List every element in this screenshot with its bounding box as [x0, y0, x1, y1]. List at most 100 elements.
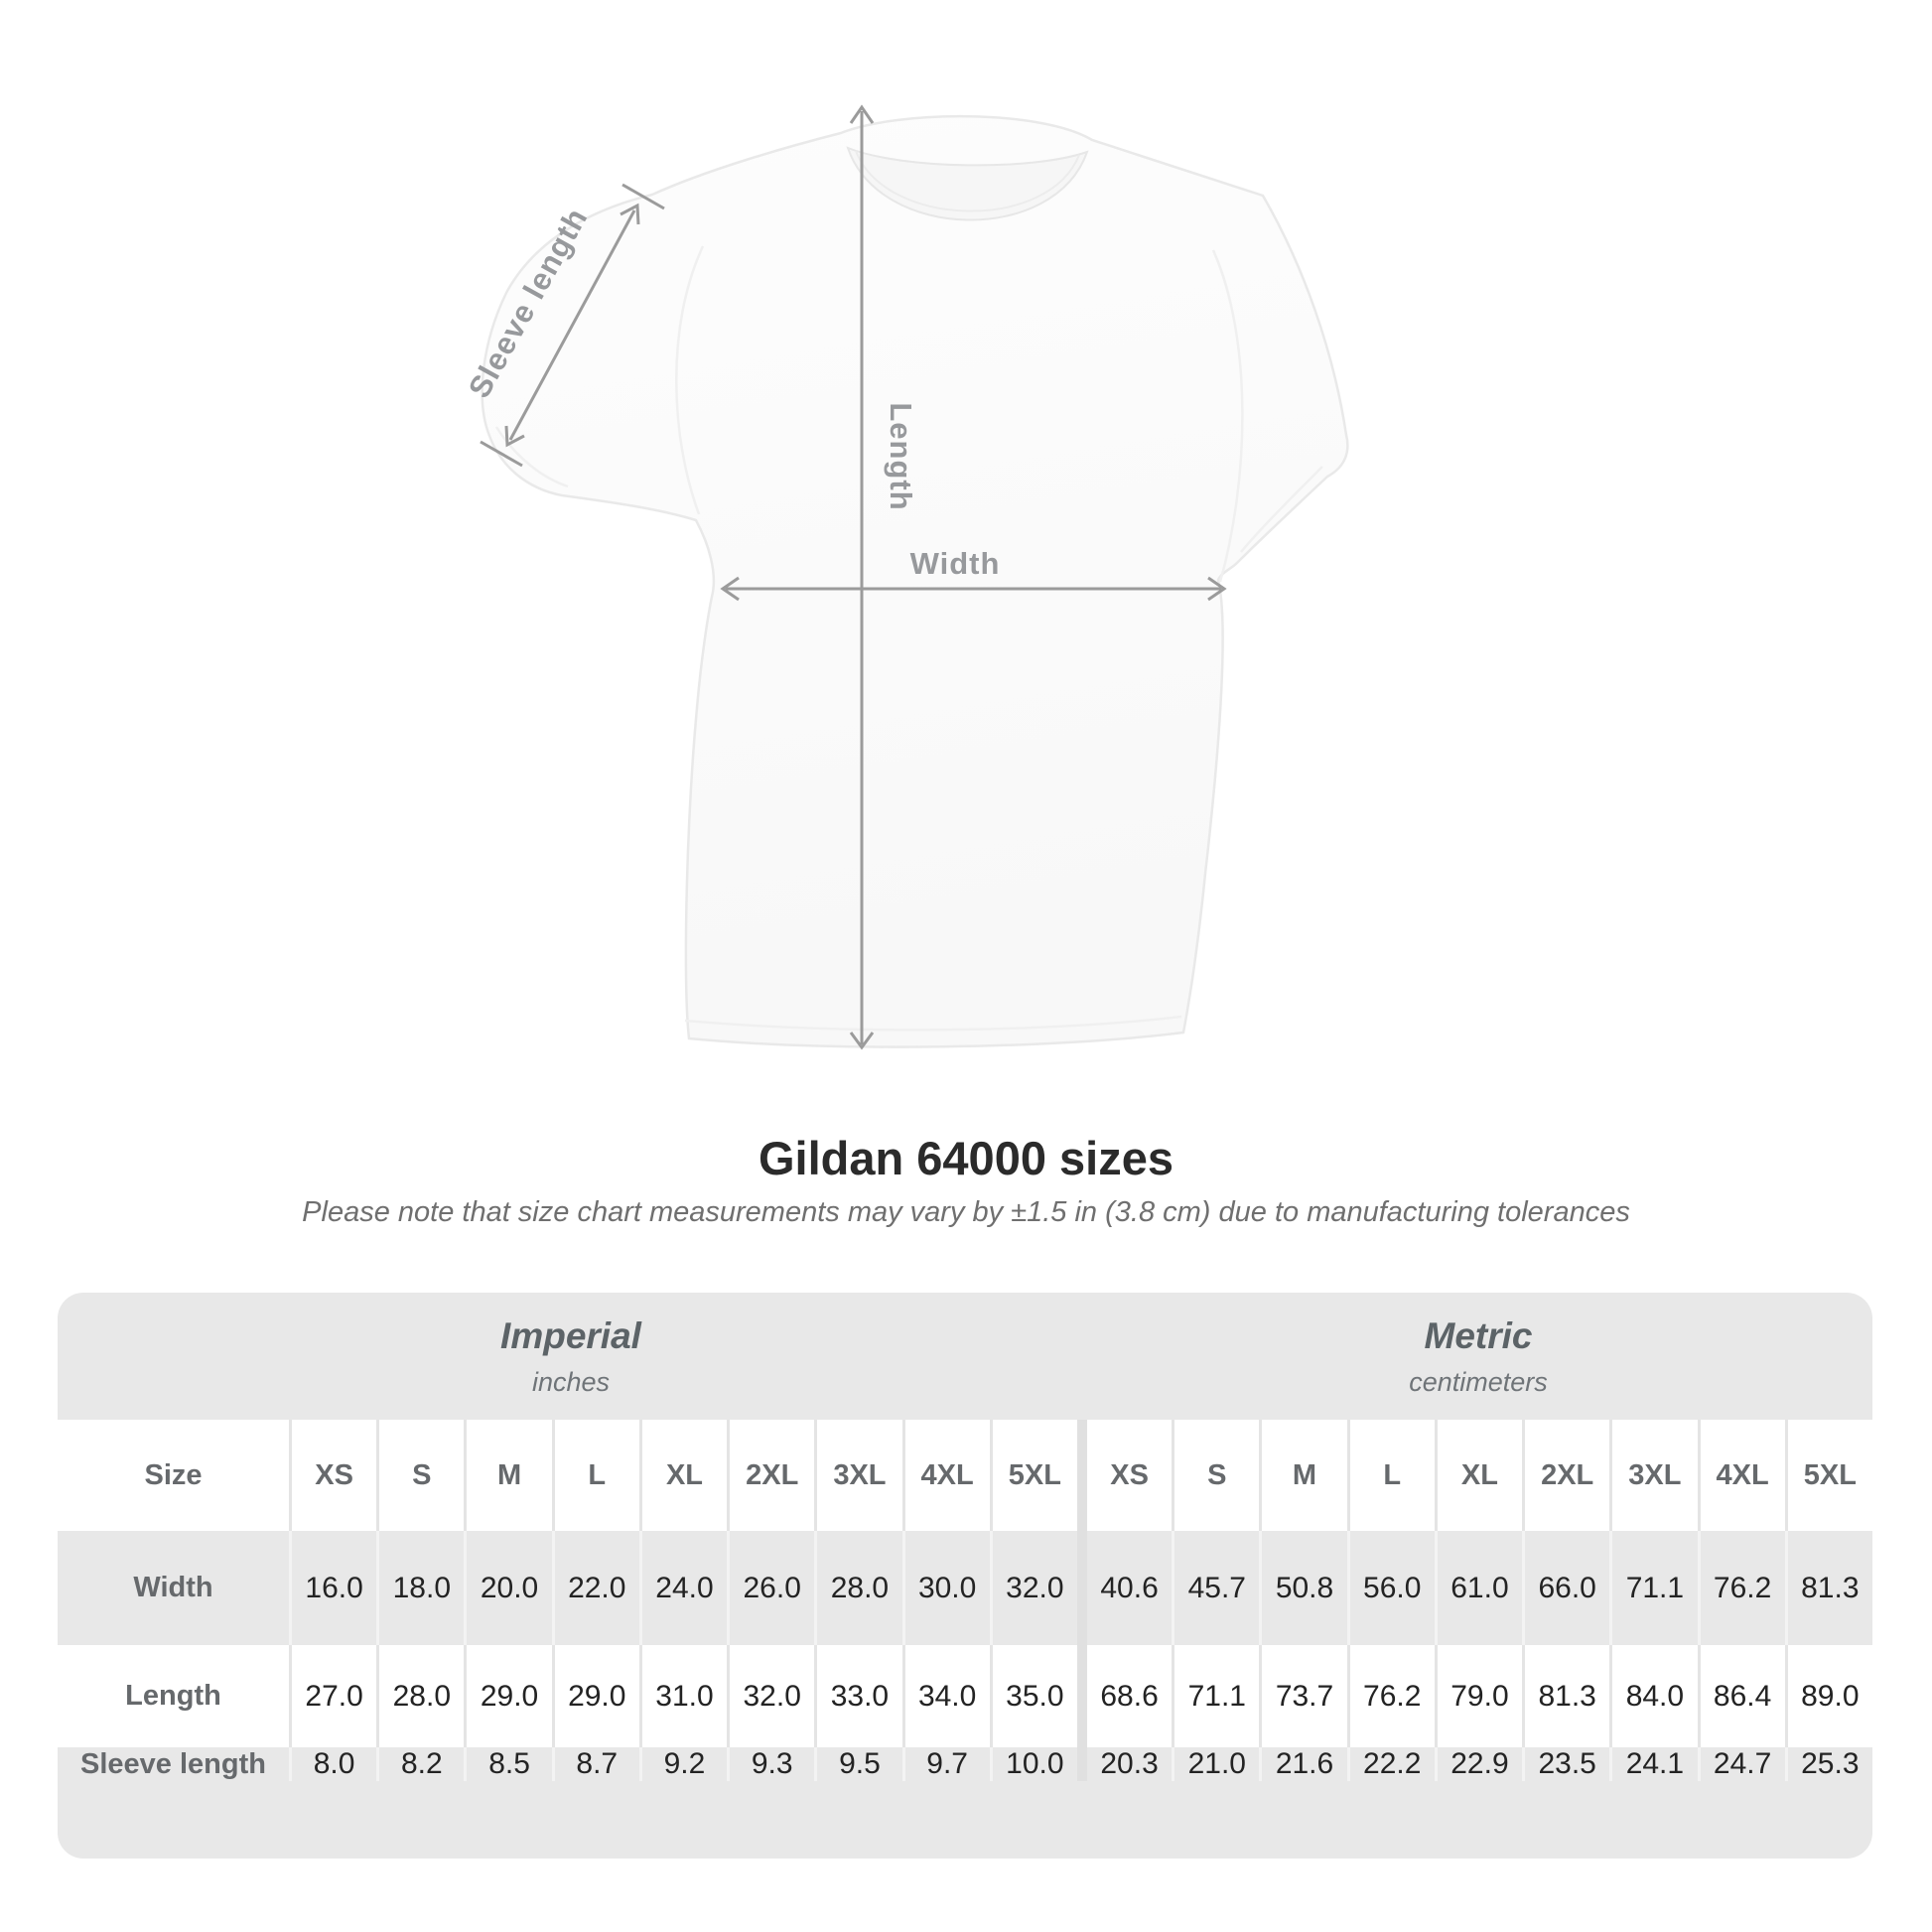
value-cell: 34.0: [901, 1645, 990, 1747]
value-cell: 28.0: [376, 1645, 464, 1747]
value-cell: 9.3: [727, 1747, 814, 1781]
value-cell: 50.8: [1259, 1531, 1346, 1645]
value-cell: 22.9: [1434, 1747, 1522, 1781]
value-cell: 21.6: [1259, 1747, 1346, 1781]
width-label: Width: [910, 546, 1001, 581]
value-cell: 8.7: [551, 1747, 639, 1781]
arrowhead-icon: [504, 425, 525, 448]
table-row: Size XS S M L XL 2XL 3XL 4XL 5XL XS S M L XL 2XL 3XL 4XL 5…: [58, 1420, 1872, 1531]
unit-group-header: Imperial inches Metric centimeters: [58, 1293, 1872, 1420]
value-cell: 81.3: [1784, 1531, 1872, 1645]
size-col-header: XS: [289, 1420, 376, 1531]
tshirt-diagram: Sleeve length Length Width: [462, 104, 1349, 1050]
value-cell: 84.0: [1609, 1645, 1697, 1747]
unit-group-sublabel: centimeters: [1409, 1366, 1548, 1397]
tolerance-note: Please note that size chart measurements…: [302, 1196, 1630, 1228]
value-cell: 9.5: [814, 1747, 901, 1781]
unit-group-metric: Metric centimeters: [1084, 1293, 1872, 1420]
size-col-header: XL: [1434, 1420, 1522, 1531]
dimension-cap-tick: [621, 183, 665, 210]
value-cell: 21.0: [1172, 1747, 1259, 1781]
value-cell: 29.0: [551, 1645, 639, 1747]
value-cell: 35.0: [989, 1645, 1077, 1747]
collar-rib: [855, 150, 1080, 212]
value-cell: 31.0: [638, 1645, 727, 1747]
unit-group-label: Imperial: [500, 1314, 641, 1356]
length-dimension: Length: [849, 104, 918, 1050]
arrowhead-icon: [1207, 576, 1227, 602]
size-col-header: M: [1259, 1420, 1346, 1531]
dimension-cap-tick: [480, 440, 523, 468]
size-col-header: 5XL: [989, 1420, 1077, 1531]
size-col-header: L: [551, 1420, 639, 1531]
value-cell: 61.0: [1434, 1531, 1522, 1645]
value-cell: 25.3: [1784, 1747, 1872, 1781]
unit-divider: [1076, 1747, 1087, 1781]
size-col-header: S: [1172, 1420, 1259, 1531]
unit-group-imperial: Imperial inches: [58, 1293, 1084, 1420]
table-row: Width 16.0 18.0 20.0 22.0 24.0 26.0 28.0 30.0 32.…: [58, 1531, 1872, 1645]
sleeve-seam-left: [675, 245, 705, 515]
value-cell: 8.5: [464, 1747, 551, 1781]
size-col-header: 4XL: [901, 1420, 990, 1531]
unit-divider: [1076, 1531, 1087, 1645]
size-col-header: L: [1346, 1420, 1435, 1531]
value-cell: 76.2: [1697, 1531, 1785, 1645]
value-cell: 33.0: [814, 1645, 901, 1747]
arrowhead-icon: [720, 576, 740, 602]
value-cell: 86.4: [1697, 1645, 1785, 1747]
value-cell: 8.0: [289, 1747, 376, 1781]
value-cell: 89.0: [1784, 1645, 1872, 1747]
arrowhead-icon: [849, 1032, 875, 1050]
value-cell: 20.3: [1100, 1747, 1159, 1780]
value-cell: 66.0: [1522, 1531, 1609, 1645]
value-cell: 24.0: [638, 1531, 727, 1645]
sleeve-length-arrow: [508, 209, 636, 441]
size-col-header: 3XL: [814, 1420, 901, 1531]
value-cell: 29.0: [464, 1645, 551, 1747]
value-cell: 9.7: [901, 1747, 990, 1781]
width-dimension: Width: [720, 546, 1227, 602]
value-cell: 71.1: [1172, 1645, 1259, 1747]
value-cell: 10.0: [989, 1747, 1077, 1781]
value-cell: 18.0: [376, 1531, 464, 1645]
value-cell: 24.1: [1609, 1747, 1697, 1781]
row-label: Sleeve length: [80, 1747, 266, 1780]
arrowhead-icon: [849, 104, 875, 124]
value-cell: 22.2: [1346, 1747, 1435, 1781]
size-col-header: S: [376, 1420, 464, 1531]
table-rows: Size XS S M L XL 2XL 3XL 4XL 5XL XS S M L XL 2XL 3XL 4XL 5…: [58, 1420, 1872, 1781]
value-cell: 73.7: [1259, 1645, 1346, 1747]
table-row: Length 27.0 28.0 29.0 29.0 31.0 32.0 33.0 34.0 35…: [58, 1645, 1872, 1747]
value-cell: 22.0: [551, 1531, 639, 1645]
unit-group-label: Metric: [1424, 1314, 1533, 1356]
cuff-stitch-left: [494, 426, 569, 488]
size-col-header: XL: [638, 1420, 727, 1531]
tshirt-outline: [481, 114, 1349, 1048]
size-table: Imperial inches Metric centimeters Size X…: [58, 1293, 1872, 1859]
length-label: Length: [884, 402, 918, 510]
value-cell: 30.0: [901, 1531, 990, 1645]
row-label: Size: [144, 1458, 203, 1491]
value-cell: 32.0: [989, 1531, 1077, 1645]
value-cell: 45.7: [1172, 1531, 1259, 1645]
value-cell: 28.0: [814, 1531, 901, 1645]
sleeve-seam-right: [1211, 249, 1244, 583]
value-cell: 81.3: [1522, 1645, 1609, 1747]
value-cell: 24.7: [1697, 1747, 1785, 1781]
value-cell: 71.1: [1609, 1531, 1697, 1645]
value-cell: 27.0: [289, 1645, 376, 1747]
size-col-header: 2XL: [1522, 1420, 1609, 1531]
value-cell: 56.0: [1346, 1531, 1435, 1645]
size-col-header: 3XL: [1609, 1420, 1697, 1531]
unit-divider: [1076, 1645, 1087, 1747]
page-title: Gildan 64000 sizes: [758, 1132, 1174, 1184]
size-col-header: M: [464, 1420, 551, 1531]
unit-divider: [1076, 1420, 1087, 1531]
cuff-stitch-right: [1240, 466, 1323, 553]
arrowhead-icon: [620, 203, 640, 225]
value-cell: 20.0: [464, 1531, 551, 1645]
value-cell: 76.2: [1346, 1645, 1435, 1747]
row-label: Length: [125, 1680, 221, 1712]
